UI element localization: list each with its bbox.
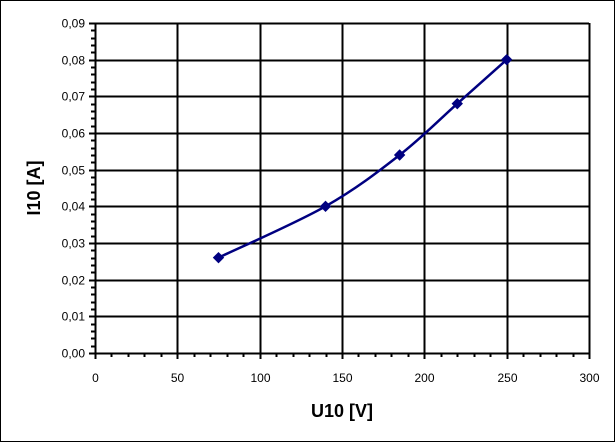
diamond-marker-icon <box>451 97 463 110</box>
y-tick-label: 0,00 <box>62 347 86 361</box>
series-line <box>217 58 508 259</box>
y-tick-label: 0,02 <box>62 274 86 288</box>
y-tick-label: 0,05 <box>62 164 86 178</box>
x-tick-label: 300 <box>579 371 599 385</box>
y-tick-label: 0,04 <box>62 200 86 214</box>
x-tick-label: 250 <box>497 371 517 385</box>
y-axis-ticks: 0,00 0,01 0,02 0,03 0,04 0,05 0,06 0,07 0,08 0,09 <box>62 17 95 361</box>
y-tick-label: 0,08 <box>62 54 86 68</box>
y-tick-label: 0,06 <box>62 127 86 141</box>
x-tick-label: 50 <box>171 371 185 385</box>
y-tick-label: 0,03 <box>62 237 86 251</box>
x-tick-label: 0 <box>92 371 99 385</box>
x-axis-title: U10 [V] <box>311 401 373 421</box>
data-series <box>212 53 513 264</box>
diamond-marker-icon <box>500 53 513 66</box>
x-axis-ticks: 0 50 100 150 200 250 300 <box>92 353 600 385</box>
gridlines <box>94 22 591 355</box>
x-tick-label: 200 <box>414 371 434 385</box>
x-tick-label: 150 <box>332 371 352 385</box>
y-tick-label: 0,09 <box>62 17 86 31</box>
diamond-marker-icon <box>319 200 332 213</box>
y-tick-label: 0,01 <box>62 310 86 324</box>
y-tick-label: 0,07 <box>62 90 86 104</box>
y-axis-title: I10 [A] <box>24 160 44 215</box>
diamond-marker-icon <box>393 149 406 161</box>
x-tick-label: 100 <box>250 371 270 385</box>
diamond-marker-icon <box>212 251 225 264</box>
